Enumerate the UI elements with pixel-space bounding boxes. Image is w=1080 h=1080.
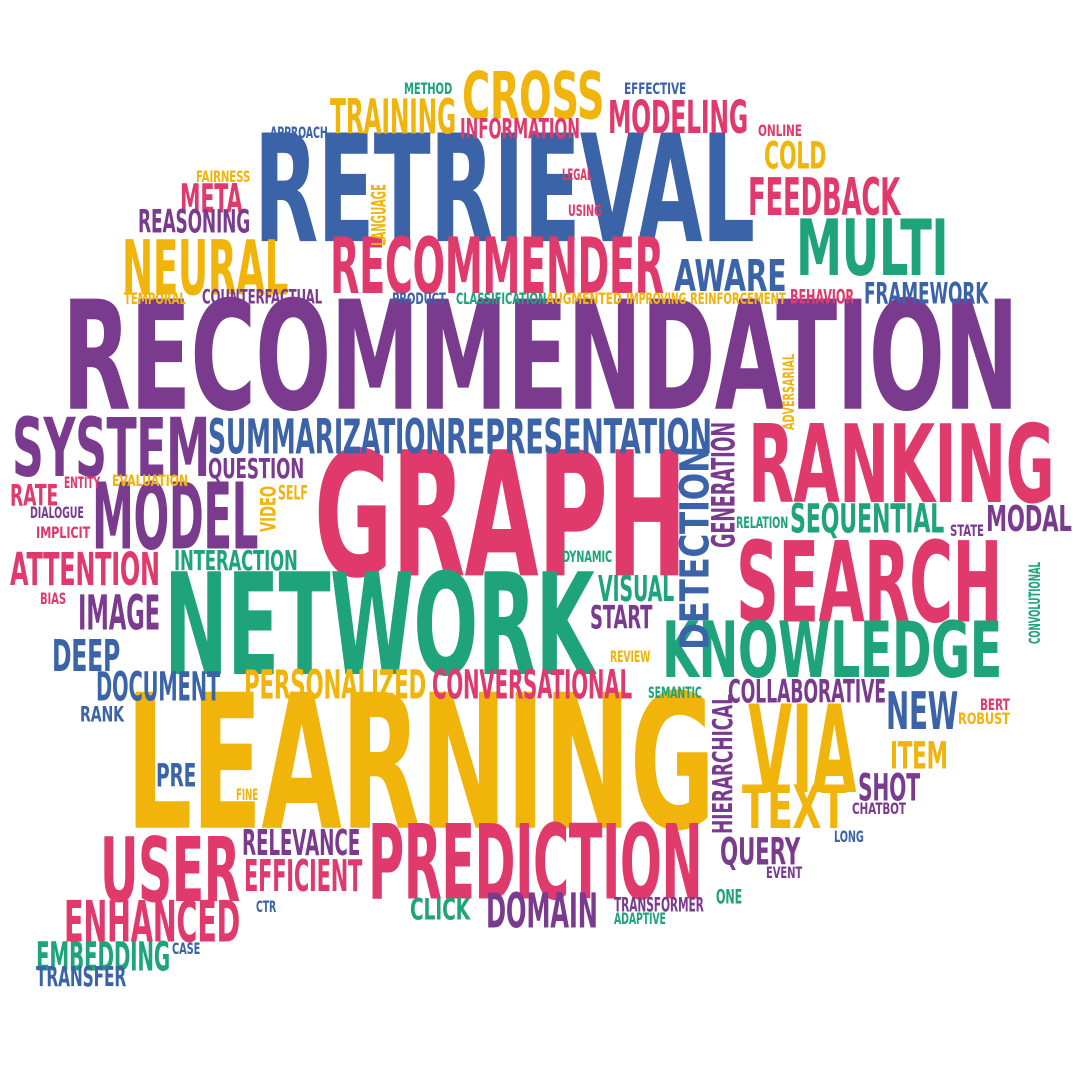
word-domain: DOMAIN xyxy=(486,884,598,940)
word-effective: EFFECTIVE xyxy=(624,79,687,99)
word-relation: RELATION xyxy=(736,513,789,533)
word-text: TEXT xyxy=(742,773,847,844)
word-classification: CLASSIFICATION xyxy=(456,289,547,309)
word-prediction: PREDICTION xyxy=(368,802,703,923)
word-product: PRODUCT xyxy=(392,289,446,309)
word-summarization: SUMMARIZATION xyxy=(208,410,447,466)
word-representation: REPRESENTATION xyxy=(446,410,712,466)
word-dialogue: DIALOGUE xyxy=(30,503,84,523)
word-event: EVENT xyxy=(766,863,803,883)
word-semantic: SEMANTIC xyxy=(648,683,702,703)
word-using: USING xyxy=(568,201,602,221)
word-image: IMAGE xyxy=(78,586,160,642)
word-rank: RANK xyxy=(80,700,124,727)
word-conversational: CONVERSATIONAL xyxy=(432,661,632,709)
word-improving: IMPROVING xyxy=(626,289,687,309)
word-bert: BERT xyxy=(980,695,1010,715)
word-one: ONE xyxy=(716,886,743,909)
word-click: CLICK xyxy=(410,892,470,928)
word-augmented: AUGMENTED xyxy=(546,289,622,309)
word-query: QUERY xyxy=(720,829,801,874)
word-relevance: RELEVANCE xyxy=(242,823,361,865)
word-modal: MODAL xyxy=(986,499,1072,541)
word-visual: VISUAL xyxy=(598,569,675,611)
word-rate: RATE xyxy=(10,478,59,514)
word-new: NEW xyxy=(886,680,959,742)
word-via: VIA xyxy=(748,680,856,822)
word-robust: ROBUST xyxy=(958,709,1010,729)
word-language: LANGUAGE xyxy=(368,184,391,246)
word-long: LONG xyxy=(834,827,864,847)
word-training: TRAINING xyxy=(330,90,456,146)
word-recommender: RECOMMENDER xyxy=(330,222,664,313)
word-chatbot: CHATBOT xyxy=(852,799,906,819)
word-fairness: FAIRNESS xyxy=(196,167,251,187)
word-graph: GRAPH xyxy=(314,414,687,617)
word-information: INFORMATION xyxy=(460,112,580,145)
word-review: REVIEW xyxy=(610,647,651,667)
word-approach: APPROACH xyxy=(270,123,328,143)
word-modeling: MODELING xyxy=(608,89,748,144)
word-start: START xyxy=(590,599,653,637)
word-embedding: EMBEDDING xyxy=(36,933,171,981)
word-online: ONLINE xyxy=(758,121,802,141)
word-adaptive: ADAPTIVE xyxy=(614,909,666,929)
word-method: METHOD xyxy=(404,79,453,99)
word-item: ITEM xyxy=(890,733,948,778)
word-deep: DEEP xyxy=(52,630,121,682)
word-learning: LEARNING xyxy=(126,654,715,873)
word-counterfactual: COUNTERFACTUAL xyxy=(202,286,322,309)
word-pre: PRE xyxy=(156,757,197,795)
word-cross: CROSS xyxy=(462,57,605,134)
word-meta: META xyxy=(180,175,243,223)
word-transfer: TRANSFER xyxy=(36,960,127,993)
word-shot: SHOT xyxy=(858,765,920,810)
word-search: SEARCH xyxy=(736,519,1002,649)
word-temporal: TEMPORAL xyxy=(124,289,186,309)
word-dynamic: DYNAMIC xyxy=(562,547,613,567)
word-bias: BIAS xyxy=(40,589,66,609)
word-ranking: RANKING xyxy=(748,401,1055,527)
word-behavior: BEHAVIOR xyxy=(790,286,854,309)
word-neural: NEURAL xyxy=(122,224,289,313)
word-collaborative: COLLABORATIVE xyxy=(728,673,886,711)
word-model: MODEL xyxy=(92,465,259,572)
word-network: NETWORK xyxy=(164,544,595,708)
word-reasoning: REASONING xyxy=(138,203,251,241)
word-retrieval: RETRIEVAL xyxy=(254,103,755,278)
word-question: QUESTION xyxy=(208,452,305,485)
word-state: STATE xyxy=(950,521,984,541)
word-recommendation: RECOMMENDATION xyxy=(62,268,1019,445)
word-personalized: PERSONALIZED xyxy=(244,661,427,709)
word-ctr: CTR xyxy=(256,897,277,917)
word-video: VIDEO xyxy=(254,485,281,532)
word-interaction: INTERACTION xyxy=(174,544,298,577)
word-attention: ATTENTION xyxy=(10,541,160,596)
word-aware: AWARE xyxy=(674,250,787,302)
word-multi: MULTI xyxy=(796,204,949,295)
word-framework: FRAMEWORK xyxy=(864,276,989,312)
word-efficient: EFFICIENT xyxy=(244,850,363,902)
word-convolutional: CONVOLUTIONAL xyxy=(1025,562,1045,644)
word-user: USER xyxy=(100,817,240,923)
word-enhanced: ENHANCED xyxy=(64,889,241,956)
word-fine: FINE xyxy=(236,785,259,805)
word-sequential: SEQUENTIAL xyxy=(790,495,945,543)
word-entity: ENTITY xyxy=(64,473,101,493)
word-knowledge: KNOWLEDGE xyxy=(662,606,1002,697)
word-system: SYSTEM xyxy=(12,399,210,496)
word-cold: COLD xyxy=(764,133,827,178)
word-adversarial: ADVERSARIAL xyxy=(779,354,799,430)
word-feedback: FEEDBACK xyxy=(748,166,901,228)
word-implicit: IMPLICIT xyxy=(36,523,91,543)
word-transformer: TRANSFORMER xyxy=(614,894,704,917)
word-case: CASE xyxy=(172,939,201,959)
word-hierarchical: HIERARCHICAL xyxy=(706,694,739,834)
word-document: DOCUMENT xyxy=(96,663,221,711)
word-reinforcement: REINFORCEMENT xyxy=(690,289,786,309)
word-self: SELF xyxy=(278,482,308,505)
word-evaluation: EVALUATION xyxy=(112,471,188,491)
word-legal: LEGAL xyxy=(562,165,593,185)
